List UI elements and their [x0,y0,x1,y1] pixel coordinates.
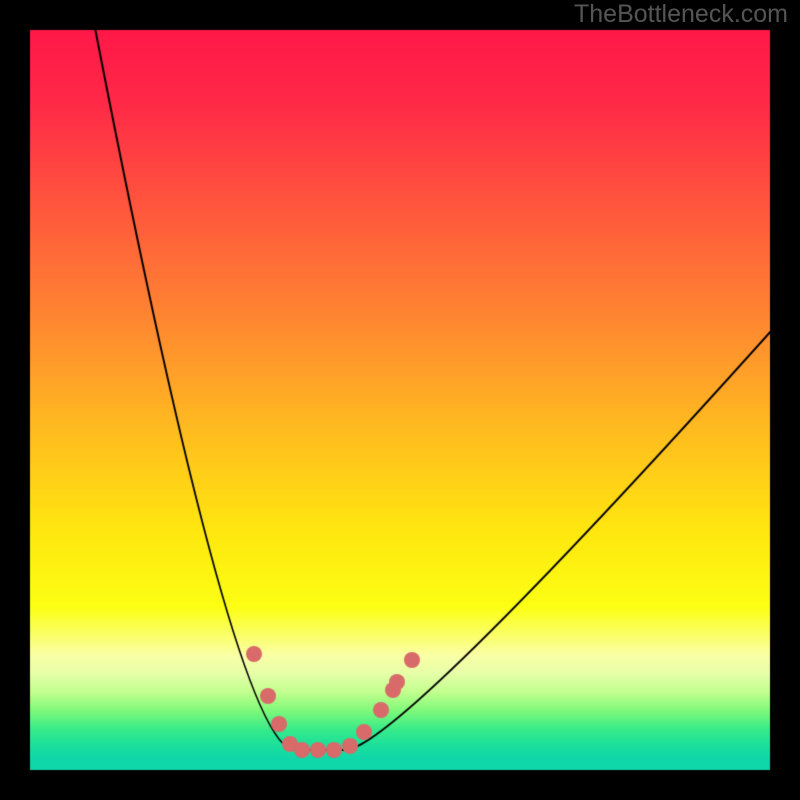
chart-stage: TheBottleneck.com [0,0,800,800]
watermark-text: TheBottleneck.com [574,0,788,29]
bottleneck-chart-canvas [0,0,800,800]
